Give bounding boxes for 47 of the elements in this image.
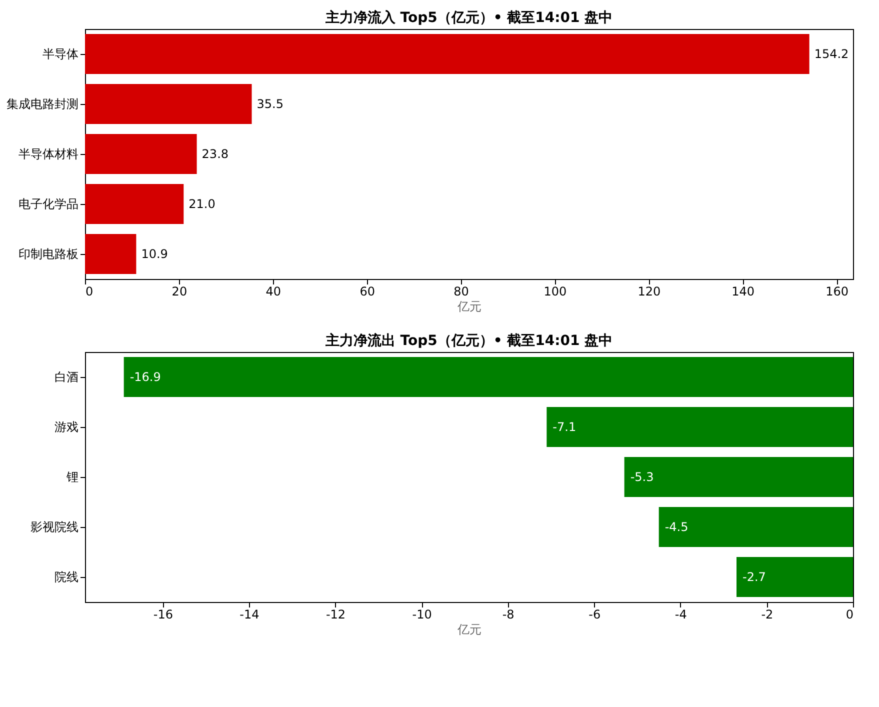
y-tick-label: 半导体	[42, 47, 78, 61]
data-label: 21.0	[188, 197, 216, 211]
x-axis-title: 亿元	[456, 622, 482, 636]
x-tick-label: -12	[326, 608, 346, 622]
y-tick-label: 白酒	[54, 370, 78, 384]
y-tick-label: 电子化学品	[18, 197, 78, 211]
x-tick-label: -14	[240, 608, 260, 622]
x-tick-label: 60	[360, 284, 375, 298]
y-tick-label: 半导体材料	[18, 147, 78, 161]
data-label: -5.3	[630, 470, 654, 484]
y-tick-label: 印制电路板	[18, 247, 78, 261]
x-tick-label: -8	[502, 608, 514, 622]
y-tick-label: 影视院线	[30, 520, 78, 534]
x-tick-label: -16	[153, 608, 173, 622]
x-tick-label: 140	[732, 284, 755, 298]
x-tick-label: 160	[826, 284, 849, 298]
data-label: 35.5	[256, 97, 284, 111]
data-label: 23.8	[202, 147, 229, 161]
y-tick-label: 集成电路封测	[6, 97, 78, 111]
data-label: 10.9	[141, 247, 168, 261]
x-tick-label: 120	[638, 284, 661, 298]
x-tick-label: 80	[454, 284, 469, 298]
x-axis-title: 亿元	[456, 300, 482, 314]
bar	[85, 34, 810, 74]
data-label: -7.1	[552, 420, 576, 434]
data-label: -2.7	[742, 570, 766, 584]
x-tick-label: 20	[172, 284, 188, 298]
x-tick-label: -2	[761, 608, 774, 622]
bar	[85, 234, 136, 274]
bar	[85, 134, 197, 174]
x-tick-label: -6	[588, 608, 601, 622]
chart-title: 主力净流出 Top5（亿元）• 截至14:01 盘中	[324, 332, 613, 349]
x-tick-label: -10	[412, 608, 432, 622]
y-tick-label: 院线	[54, 570, 78, 584]
x-tick-label: -4	[674, 608, 687, 622]
x-tick-label: 0	[86, 284, 94, 298]
data-label: -16.9	[130, 370, 161, 384]
bar	[85, 84, 252, 124]
chart-title: 主力净流入 Top5（亿元）• 截至14:01 盘中	[324, 9, 613, 26]
y-tick-label: 锂	[66, 470, 78, 484]
x-tick-label: 100	[544, 284, 567, 298]
x-tick-label: 0	[846, 608, 854, 622]
data-label: 154.2	[814, 47, 849, 61]
x-tick-label: 40	[266, 284, 282, 298]
bar	[85, 184, 184, 224]
y-tick-label: 游戏	[54, 420, 78, 434]
data-label: -4.5	[664, 520, 688, 534]
